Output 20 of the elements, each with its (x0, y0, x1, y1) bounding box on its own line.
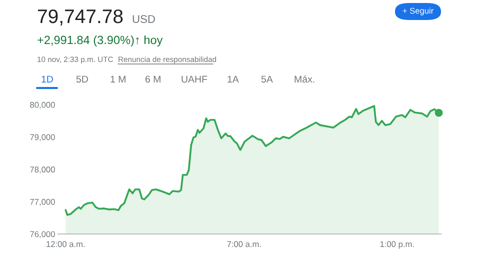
text: UAHF (182, 76, 208, 83)
text: 5D (76, 76, 88, 83)
chart-subtitle: +2,991.84 (3.90%)↑ hoy (38, 36, 163, 47)
text: + Seguir (402, 8, 434, 16)
chart-title: 79,747.78 (38, 9, 123, 26)
text: 1A (228, 76, 239, 83)
x-tick-label: 7:00 a.m. (227, 241, 261, 248)
y-tick-label: 78,000 (30, 166, 55, 174)
text: 1D (42, 76, 53, 83)
x-tick-label: 12:00 a.m. (46, 241, 85, 248)
y-tick-label: 80,000 (30, 102, 55, 109)
text: USD (132, 15, 155, 23)
y-tick-label: 76,000 (30, 231, 55, 238)
y-tick-label: 79,000 (30, 134, 55, 142)
y-tick-label: 77,000 (30, 198, 55, 206)
text: Máx. (294, 75, 314, 83)
text: 1 M (110, 76, 126, 83)
x-tick-label: 1:00 p.m. (380, 241, 414, 249)
text: 5A (261, 76, 273, 83)
text: 6 M (145, 76, 160, 83)
